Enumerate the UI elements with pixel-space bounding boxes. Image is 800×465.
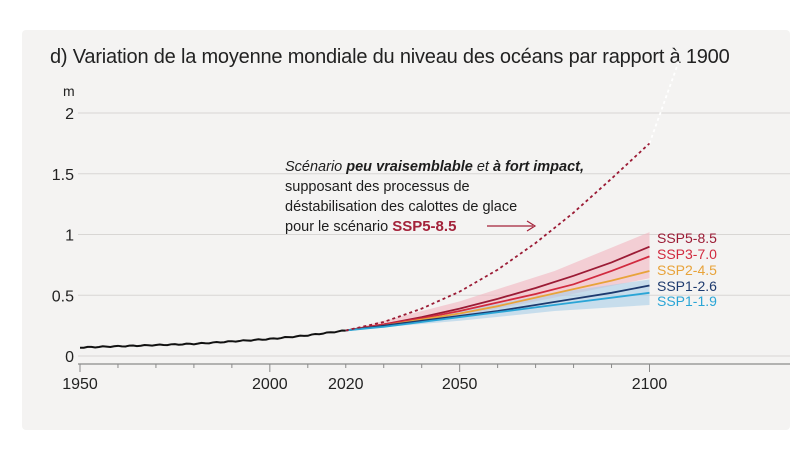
historical-line bbox=[79, 329, 346, 349]
y-tick-label: 2 bbox=[65, 106, 74, 123]
y-tick-label: 1 bbox=[65, 228, 74, 245]
y-tick-label: 0.5 bbox=[52, 288, 74, 305]
annotation-line-2: supposant des processus de bbox=[285, 179, 470, 195]
series-label-ssp5-8.5: SSP5-8.5 bbox=[657, 230, 717, 246]
series-line-ssp1-1.9 bbox=[345, 291, 650, 332]
annotation-line-1b: peu vraisemblable bbox=[345, 159, 473, 175]
series-label-ssp1-2.6: SSP1-2.6 bbox=[657, 278, 717, 294]
series-line-ssp1-2.6 bbox=[345, 284, 650, 332]
high-impact-line bbox=[345, 142, 651, 332]
annotation-line-3: déstabilisation des calottes de glace bbox=[285, 199, 517, 215]
series-label-ssp1-1.9: SSP1-1.9 bbox=[657, 293, 717, 309]
y-axis-unit: m bbox=[63, 83, 75, 99]
x-tick-label: 2020 bbox=[328, 376, 364, 393]
annotation-line-4a: pour le scénario bbox=[285, 219, 392, 235]
x-tick-label: 2100 bbox=[632, 376, 668, 393]
annotation: Scénario peu vraisemblable et à fort imp… bbox=[285, 159, 584, 235]
high-impact-line-extension bbox=[648, 58, 681, 144]
chart-panel bbox=[22, 30, 790, 430]
series-label-ssp3-7.0: SSP3-7.0 bbox=[657, 246, 717, 262]
annotation-line-4: pour le scénario SSP5-8.5 bbox=[285, 218, 456, 235]
x-tick-label: 2050 bbox=[442, 376, 478, 393]
annotation-line-1a: Scénario bbox=[285, 159, 346, 175]
uncertainty-bands bbox=[345, 232, 650, 331]
series-label-ssp2-4.5: SSP2-4.5 bbox=[657, 262, 717, 278]
annotation-line-1d: à fort impact, bbox=[493, 159, 584, 175]
annotation-ssp-label: SSP5-8.5 bbox=[392, 218, 456, 235]
annotation-line-1c: et bbox=[473, 159, 493, 175]
x-tick-label: 2000 bbox=[252, 376, 288, 393]
uncertainty-band bbox=[345, 232, 650, 331]
gridlines bbox=[78, 112, 790, 372]
chart-title: d) Variation de la moyenne mondiale du n… bbox=[50, 46, 730, 68]
y-tick-label: 1.5 bbox=[52, 167, 74, 184]
series-lines bbox=[79, 58, 681, 349]
annotation-line-1: Scénario peu vraisemblable et à fort imp… bbox=[285, 159, 584, 175]
x-tick-label: 1950 bbox=[62, 376, 98, 393]
y-tick-label: 0 bbox=[65, 349, 74, 366]
series-line-ssp3-7.0 bbox=[345, 255, 650, 332]
annotation-arrow-head bbox=[526, 220, 537, 232]
